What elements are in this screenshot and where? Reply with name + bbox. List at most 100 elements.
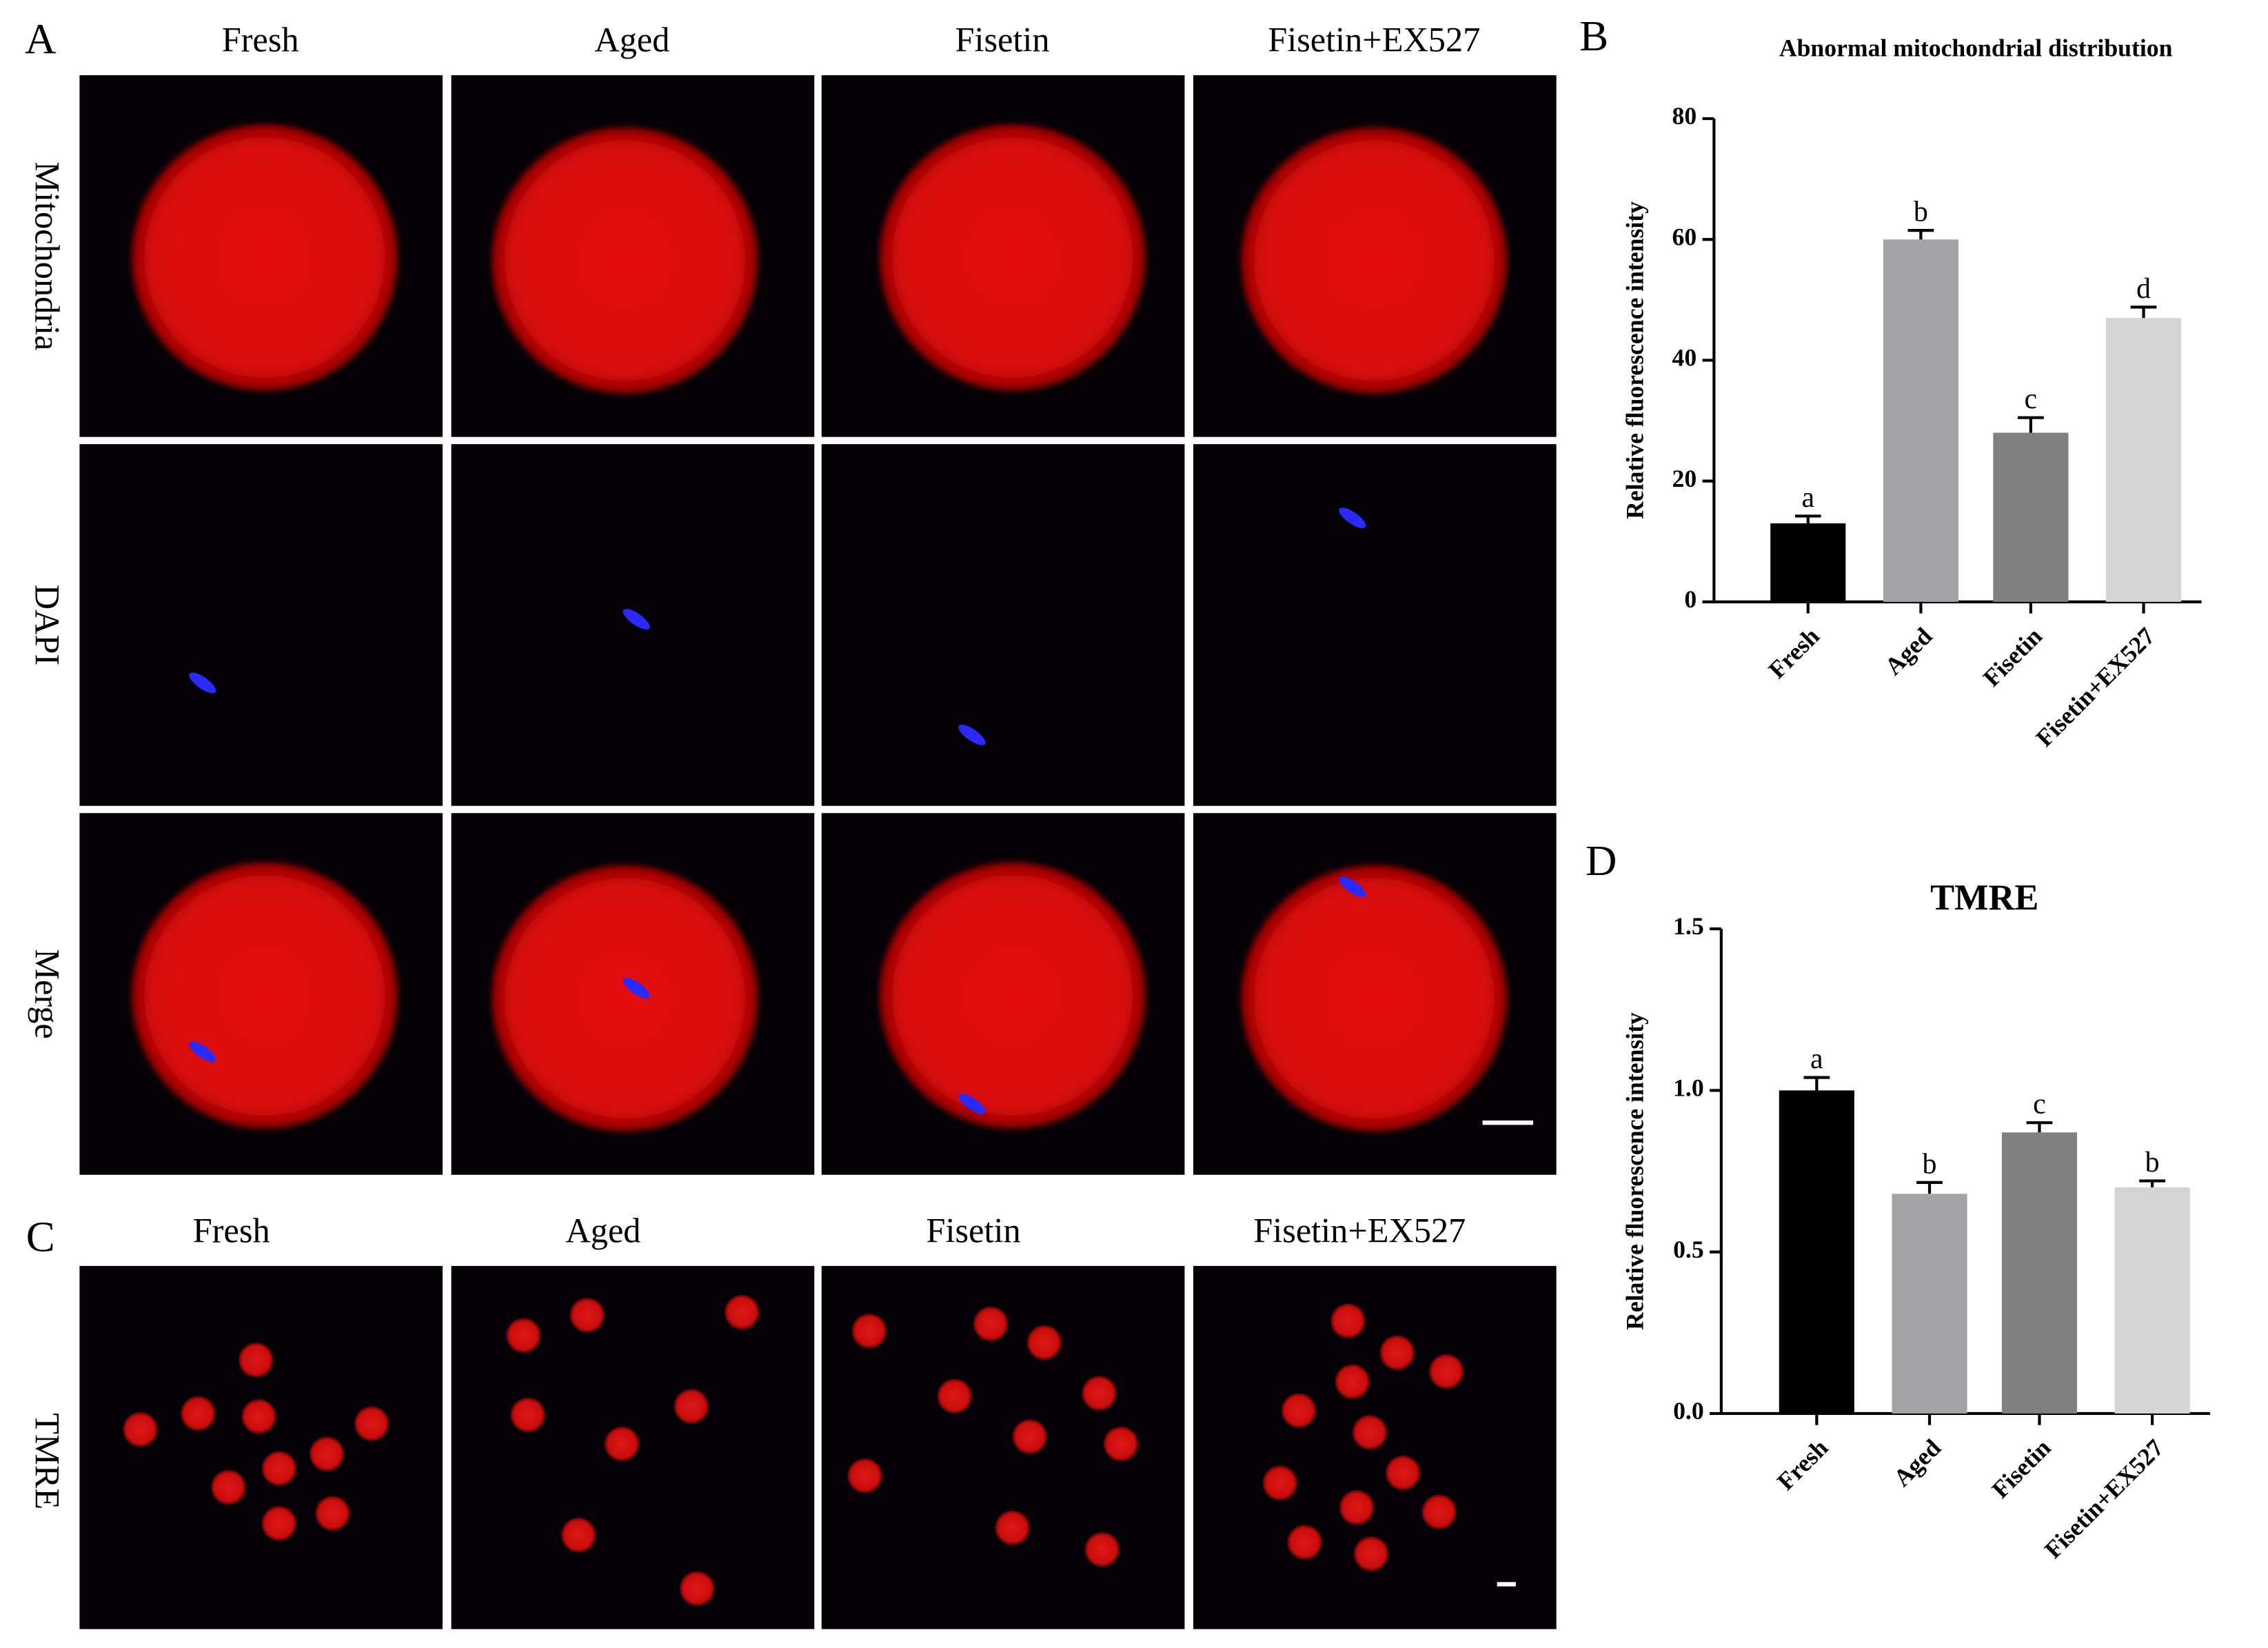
bar <box>2114 1187 2190 1414</box>
x-tick-label: Fresh <box>1772 1434 1834 1496</box>
x-tick-label: Fisetin+EX527 <box>2039 1434 2169 1563</box>
x-tick-label: Aged <box>1879 622 1937 680</box>
chromosome <box>1339 876 1366 898</box>
column-header: Fisetin+EX527 <box>1253 1211 1466 1249</box>
oocyte <box>879 862 1146 1129</box>
bar <box>2105 318 2182 602</box>
micrograph <box>79 1265 443 1629</box>
chromosome <box>622 978 650 998</box>
y-tick-label: 0 <box>1684 585 1697 613</box>
oocyte <box>1421 1494 1457 1529</box>
significance-letter: a <box>1801 482 1814 514</box>
error-bar <box>1916 1180 1943 1194</box>
x-tick-label: Fisetin <box>1986 1434 2056 1503</box>
error-bar <box>1907 229 1934 240</box>
significance-letter: a <box>1810 1043 1823 1075</box>
oocyte <box>241 1398 276 1434</box>
bar <box>1892 1194 1967 1414</box>
oocyte <box>1287 1525 1322 1560</box>
oocyte <box>1082 1376 1117 1411</box>
column-header: Fresh <box>193 1211 270 1249</box>
significance-letter: c <box>2033 1089 2046 1121</box>
oocyte <box>492 127 758 394</box>
oocyte <box>261 1506 297 1541</box>
y-tick-label: 0.0 <box>1673 1397 1704 1425</box>
error-bar <box>2017 416 2044 433</box>
oocyte <box>937 1378 972 1414</box>
oocyte <box>492 865 758 1132</box>
row-label: Merge <box>28 949 66 1038</box>
significance-letter: d <box>2136 273 2151 305</box>
oocyte <box>123 1411 158 1447</box>
oocyte <box>506 1318 541 1353</box>
oocyte <box>1262 1465 1298 1500</box>
chromosome <box>189 1041 216 1063</box>
x-tick-label: Fisetin <box>1978 622 2047 692</box>
oocyte <box>315 1496 350 1531</box>
oocyte <box>1330 1303 1366 1338</box>
bar <box>1883 239 1958 602</box>
oocyte <box>310 1436 345 1471</box>
oocyte <box>995 1510 1030 1545</box>
chart-title: Abnormal mitochondrial distribution <box>1779 34 2173 62</box>
oocyte <box>561 1518 596 1553</box>
chromosome <box>622 609 650 630</box>
row-label: DAPI <box>28 585 66 665</box>
error-bar <box>2026 1121 2053 1133</box>
figure-content: Fresh Aged Fisetin Fisetin+EX527Mitochondri… <box>25 12 2211 1629</box>
y-tick-label: 20 <box>1672 465 1697 492</box>
column-header: Fresh <box>222 21 299 59</box>
chromosome <box>958 1094 986 1114</box>
significance-letter: c <box>2025 383 2038 415</box>
oocyte <box>1026 1325 1062 1360</box>
oocyte <box>1103 1426 1139 1462</box>
oocyte <box>1084 1531 1120 1567</box>
oocyte <box>181 1396 216 1431</box>
error-bar <box>1794 514 1821 523</box>
oocyte <box>1012 1419 1048 1454</box>
y-tick-label: 40 <box>1672 344 1697 372</box>
column-header: Aged <box>594 21 669 59</box>
oocyte <box>851 1314 887 1349</box>
bar <box>2001 1132 2078 1414</box>
oocyte <box>510 1397 546 1433</box>
oocyte <box>1339 1490 1375 1525</box>
oocyte <box>1379 1335 1415 1370</box>
oocyte <box>239 1343 274 1378</box>
oocyte <box>211 1469 246 1505</box>
oocyte <box>1241 127 1508 394</box>
oocyte <box>261 1451 297 1486</box>
oocyte <box>1335 1364 1370 1399</box>
chromosome <box>1339 508 1366 529</box>
micrograph <box>451 444 815 806</box>
oocyte <box>674 1389 709 1424</box>
oocyte <box>605 1426 640 1462</box>
oocyte <box>725 1294 760 1330</box>
row-label: TMRE <box>28 1413 66 1509</box>
y-tick-label: 1.5 <box>1673 912 1704 940</box>
y-axis-label: Relative fluorescence intensity <box>1621 201 1648 519</box>
error-bar <box>2130 305 2157 319</box>
column-header: Fisetin+EX527 <box>1268 21 1480 59</box>
oocyte <box>569 1298 605 1333</box>
y-axis-label: Relative fluorescence intensity <box>1621 1012 1648 1330</box>
micrograph <box>821 444 1185 806</box>
oocyte <box>131 862 398 1129</box>
oocyte <box>354 1406 389 1441</box>
x-tick-label: Aged <box>1888 1434 1946 1491</box>
oocyte <box>879 124 1146 391</box>
oocyte <box>847 1458 882 1494</box>
column-header: Fisetin <box>955 21 1050 59</box>
error-bar <box>1803 1076 1830 1091</box>
panel-letter: A <box>25 14 56 63</box>
error-bar <box>2139 1179 2166 1187</box>
micrograph <box>79 444 443 806</box>
chromosome <box>189 672 216 694</box>
oocyte <box>131 124 398 391</box>
chromosome <box>958 724 986 745</box>
oocyte <box>1429 1354 1464 1389</box>
oocyte <box>1282 1393 1317 1428</box>
y-tick-label: 0.5 <box>1673 1236 1704 1263</box>
oocyte <box>1353 1536 1389 1571</box>
y-tick-label: 60 <box>1672 223 1697 250</box>
